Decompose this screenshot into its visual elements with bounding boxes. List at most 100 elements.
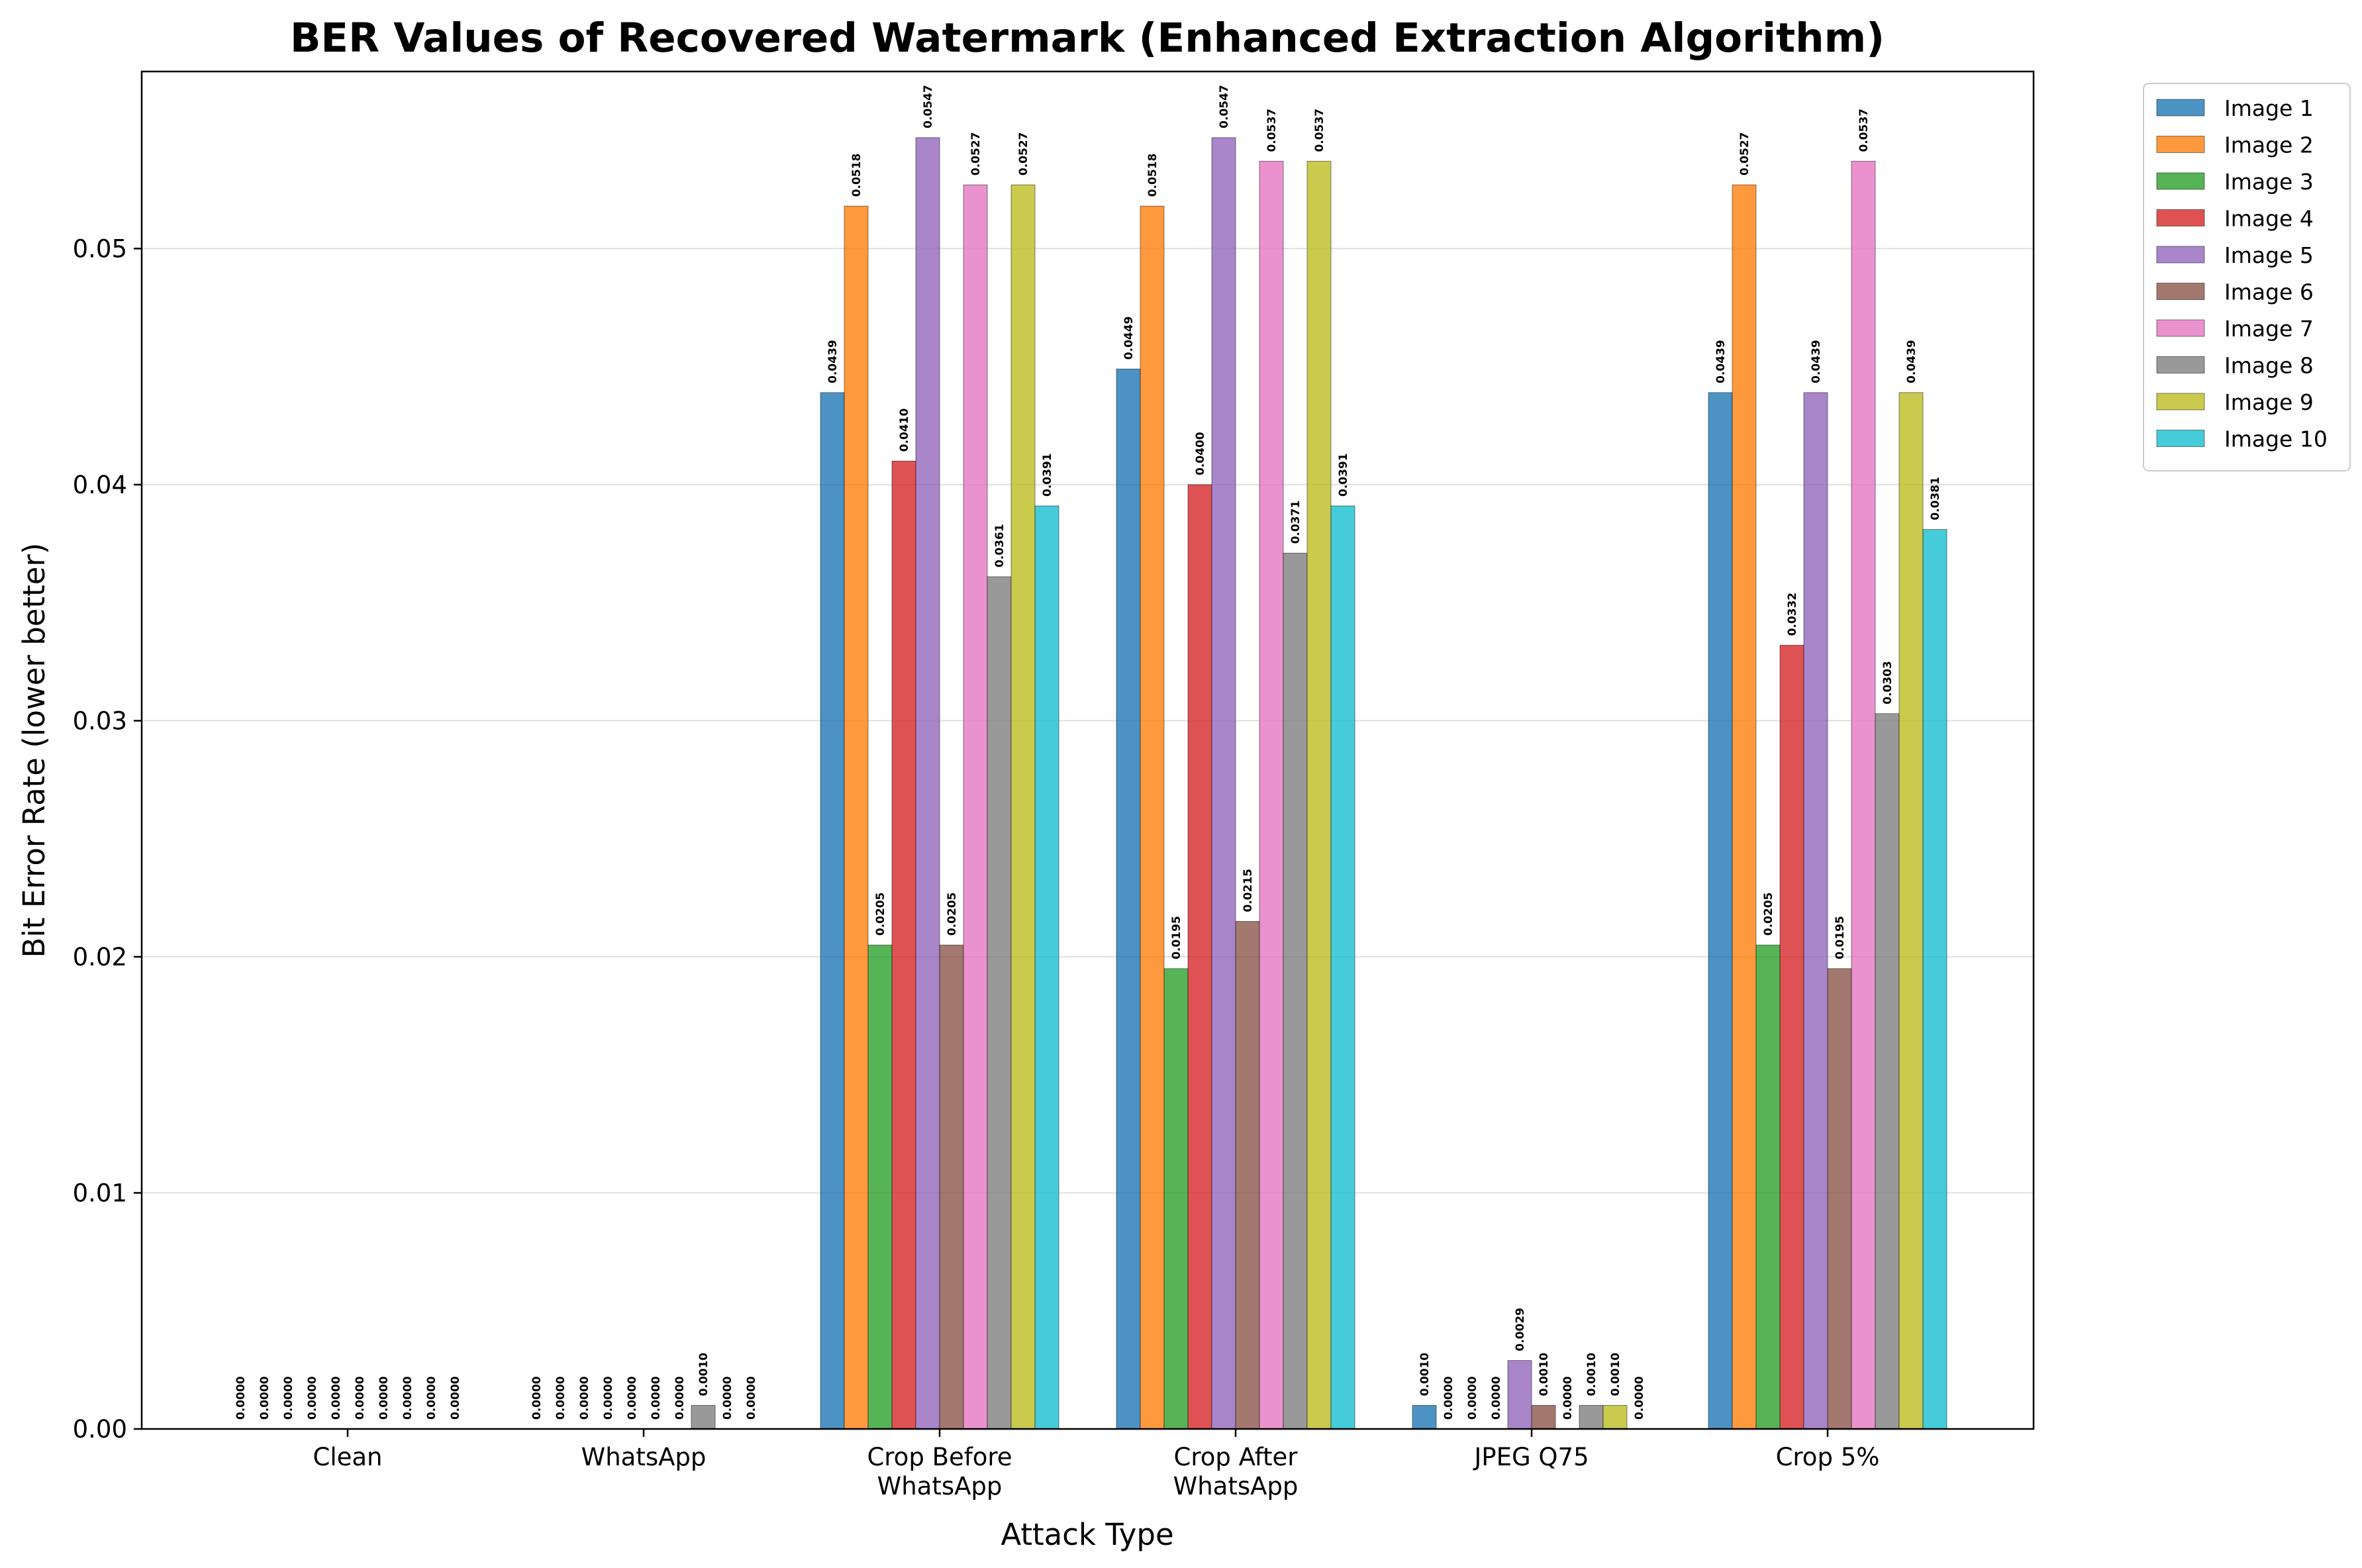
bar-value-label: 0.0010 (1585, 1353, 1599, 1396)
x-axis-label: Attack Type (1001, 1517, 1173, 1552)
bar-value-label: 0.0029 (1514, 1308, 1527, 1351)
bar (1235, 921, 1260, 1430)
bar-value-label: 0.0000 (1561, 1376, 1575, 1420)
bar-value-label: 0.0439 (826, 340, 840, 383)
bar-value-label: 0.0215 (1242, 869, 1255, 912)
bar-value-label: 0.0371 (1289, 501, 1303, 544)
bar-value-label: 0.0000 (602, 1376, 615, 1420)
legend: Image 1 Image 2 Image 3 Image 4 Image 5 Image… (2143, 83, 2351, 471)
bar-value-label: 0.0303 (1881, 661, 1895, 705)
bar-value-label: 0.0000 (626, 1376, 639, 1420)
bar-value-label: 0.0205 (1762, 893, 1775, 936)
y-axis-label: Bit Error Rate (lower better) (17, 543, 52, 958)
bar (939, 944, 964, 1430)
bar-value-label: 0.0391 (1337, 453, 1350, 497)
bar-value-label: 0.0000 (650, 1376, 663, 1420)
bar-value-label: 0.0518 (850, 154, 863, 197)
bar-value-labels: 0.0000 0.0000 0.0000 0.0000 0.0000 0.0000 0.00… (234, 85, 1942, 1420)
legend-entry: Image 2 (2224, 132, 2314, 158)
bar-value-label: 0.0537 (1265, 109, 1279, 152)
bar-value-label: 0.0547 (922, 85, 935, 128)
legend-swatch (2156, 356, 2205, 373)
bar (1579, 1404, 1604, 1430)
bar-value-label: 0.0537 (1857, 109, 1871, 152)
bar (1211, 137, 1236, 1430)
x-tick-label: Crop After WhatsApp (1173, 1443, 1299, 1500)
bar-value-label: 0.0195 (1834, 916, 1847, 959)
x-axis: Clean WhatsApp Crop Before WhatsApp Crop Aft… (313, 1429, 1879, 1500)
bar (1116, 368, 1141, 1430)
x-tick-label: Clean (313, 1443, 382, 1471)
bar-value-label: 0.0537 (1313, 109, 1326, 152)
legend-entry: Image 4 (2224, 206, 2314, 232)
y-tick-label: 0.05 (73, 234, 127, 263)
bar (1531, 1404, 1556, 1430)
bar (1875, 713, 1900, 1430)
bar-value-label: 0.0010 (1418, 1353, 1432, 1396)
chart-title: BER Values of Recovered Watermark (Enhan… (290, 15, 1885, 62)
bar-value-label: 0.0391 (1041, 453, 1054, 497)
bar (867, 944, 893, 1430)
bar-value-label: 0.0000 (425, 1376, 438, 1420)
bar-value-label: 0.0010 (1609, 1353, 1622, 1396)
bar-value-label: 0.0410 (898, 408, 911, 452)
legend-entry: Image 1 (2224, 95, 2314, 121)
bar-value-label: 0.0000 (1442, 1376, 1455, 1420)
bar-value-label: 0.0000 (530, 1376, 544, 1420)
bar (1851, 161, 1876, 1430)
legend-entry: Image 10 (2224, 426, 2328, 452)
legend-entry: Image 8 (2224, 353, 2314, 379)
bar (1898, 392, 1924, 1430)
bar-value-label: 0.0000 (745, 1376, 758, 1420)
bar-value-label: 0.0000 (330, 1376, 343, 1420)
bar (1507, 1360, 1532, 1430)
bar-value-label: 0.0400 (1194, 432, 1207, 475)
bar-value-label: 0.0010 (697, 1353, 711, 1396)
bar-value-label: 0.0439 (1905, 340, 1918, 383)
bar-value-label: 0.0205 (946, 893, 959, 936)
bar-value-label: 0.0547 (1218, 85, 1231, 128)
bar-value-label: 0.0000 (258, 1376, 271, 1420)
legend-entry: Image 7 (2224, 316, 2314, 342)
bar-value-label: 0.0000 (1466, 1376, 1479, 1420)
y-tick-label: 0.03 (73, 707, 127, 735)
bar (1034, 505, 1059, 1430)
bar (1412, 1404, 1437, 1430)
legend-swatch (2156, 393, 2205, 411)
bar (1283, 552, 1308, 1430)
bar-value-label: 0.0527 (969, 132, 983, 176)
bar (820, 392, 845, 1430)
legend-swatch (2156, 136, 2205, 153)
legend-swatch (2156, 246, 2205, 264)
bar (844, 205, 869, 1430)
bar-value-label: 0.0195 (1170, 916, 1183, 959)
bar (1708, 392, 1733, 1430)
bar-value-label: 0.0449 (1122, 317, 1136, 360)
bar-value-label: 0.0010 (1538, 1353, 1551, 1396)
bar-value-label: 0.0361 (993, 524, 1007, 567)
bar-value-label: 0.0000 (306, 1376, 319, 1420)
y-tick-label: 0.00 (73, 1415, 127, 1444)
legend-swatch (2156, 209, 2205, 226)
plot-frame (140, 70, 2035, 1430)
bar (1163, 968, 1189, 1430)
bar (1922, 529, 1947, 1430)
bar-value-label: 0.0518 (1146, 154, 1159, 197)
bar-value-label: 0.0000 (1633, 1376, 1646, 1420)
bar-value-label: 0.0332 (1786, 593, 1799, 636)
bar (963, 184, 988, 1430)
bar (1306, 161, 1332, 1430)
bar (1330, 505, 1355, 1430)
x-tick-label: WhatsApp (581, 1443, 707, 1471)
bar-value-label: 0.0527 (1738, 132, 1751, 176)
bar (987, 576, 1012, 1430)
bar-value-label: 0.0205 (874, 893, 887, 936)
bar (1732, 184, 1757, 1430)
bar-value-label: 0.0439 (1810, 340, 1823, 383)
legend-swatch (2156, 99, 2205, 117)
legend-swatch (2156, 172, 2205, 190)
bar-value-label: 0.0000 (721, 1376, 734, 1420)
bar-value-label: 0.0527 (1017, 132, 1030, 176)
bar (691, 1404, 716, 1430)
